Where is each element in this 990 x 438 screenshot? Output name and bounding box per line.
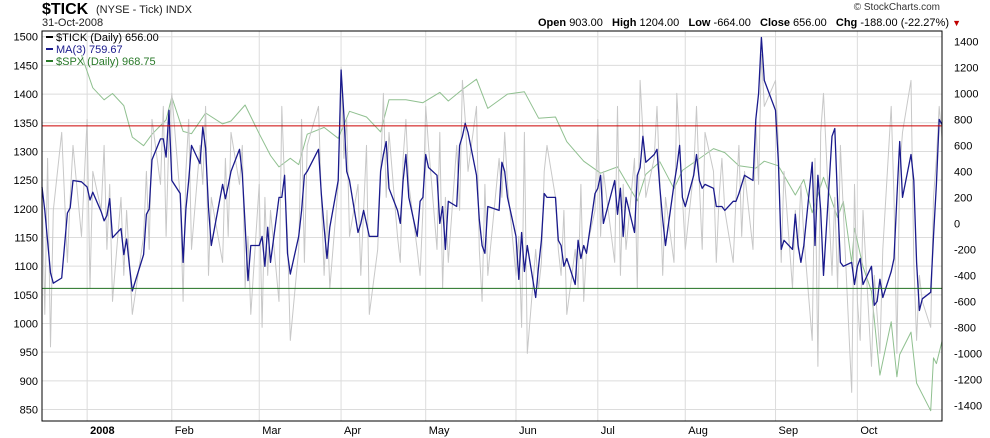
plot-border [41, 30, 943, 422]
left-axis-tick-label: 1150 [14, 232, 38, 244]
left-axis-tick-label: 1200 [14, 204, 38, 216]
right-axis-tick-label: 1400 [954, 36, 978, 48]
left-axis-tick-label: 1450 [14, 60, 38, 72]
x-axis-tick-label: Aug [688, 425, 708, 437]
x-axis-tick-label: 2008 [90, 425, 114, 437]
high-label: High [612, 17, 637, 29]
open-value: 903.00 [569, 17, 603, 29]
chart-date: 31-Oct-2008 [42, 17, 104, 29]
left-axis-tick-label: 1000 [14, 319, 38, 331]
chg-label: Chg [835, 17, 858, 29]
right-axis-tick-label: -1400 [954, 400, 982, 412]
left-axis-tick-label: 850 [20, 405, 38, 417]
left-axis-tick-label: 1250 [14, 175, 38, 187]
symbol-name: (NYSE - Tick) INDX [96, 4, 192, 16]
left-axis-tick-label: 1400 [14, 89, 38, 101]
right-axis-tick-label: 800 [954, 114, 972, 126]
legend-entry: $TICK (Daily) 656.00 [56, 32, 159, 44]
right-axis-tick-label: -400 [954, 270, 976, 282]
right-axis-tick-label: 0 [954, 218, 960, 230]
symbol-title: $TICK [42, 1, 89, 18]
low-value: -664.00 [713, 17, 751, 29]
x-axis-tick-label: Jul [601, 425, 615, 437]
ma3-line [41, 36, 943, 312]
legend-entry: MA(3) 759.67 [56, 44, 123, 56]
right-axis-tick-label: -1200 [954, 374, 982, 386]
plot-area [42, 31, 942, 421]
left-axis-tick-label: 1100 [14, 261, 38, 273]
close-label: Close [760, 17, 790, 29]
down-arrow-icon: ▼ [952, 18, 961, 28]
right-axis-tick-label: 400 [954, 166, 972, 178]
close-value: 656.00 [793, 17, 827, 29]
x-axis-tick-label: Jun [519, 425, 537, 437]
x-axis-tick-label: Oct [860, 425, 877, 437]
left-axis-tick-label: 900 [20, 376, 38, 388]
left-axis-tick-label: 1350 [14, 118, 38, 130]
chart-header: $TICK (NYSE - Tick) INDX 31-Oct-2008 © S… [0, 0, 990, 32]
legend-entry: $SPX (Daily) 968.75 [56, 56, 156, 68]
right-axis-tick-label: -200 [954, 244, 976, 256]
right-axis-tick-label: 200 [954, 192, 972, 204]
right-axis-tick-label: 600 [954, 140, 972, 152]
left-axis-tick-label: 1500 [14, 32, 38, 44]
x-axis-tick-label: May [429, 425, 450, 437]
x-axis-tick-label: Sep [779, 425, 799, 437]
low-label: Low [688, 17, 711, 29]
index-name: (NYSE - Tick) [96, 4, 163, 16]
right-axis-tick-label: -800 [954, 322, 976, 334]
open-label: Open [538, 17, 567, 29]
chg-value: -188.00 (-22.27%) [860, 17, 949, 29]
exchange-label: INDX [165, 4, 192, 16]
x-axis-tick-label: Feb [175, 425, 194, 437]
right-axis-tick-label: 1200 [954, 62, 978, 74]
left-axis-tick-label: 1050 [14, 290, 38, 302]
left-axis-tick-label: 1300 [14, 146, 38, 158]
x-axis-tick-label: Apr [344, 425, 361, 437]
right-axis-tick-label: -1000 [954, 348, 982, 360]
brand-watermark: © StockCharts.com [853, 2, 940, 13]
right-axis-tick-label: -600 [954, 296, 976, 308]
x-axis-tick-label: Mar [262, 425, 281, 437]
right-axis-tick-label: 1000 [954, 88, 978, 100]
left-axis-tick-label: 950 [20, 347, 38, 359]
quote-summary: Open 903.00 High 1204.00 Low -664.00 Clo… [538, 17, 961, 29]
high-value: 1204.00 [639, 17, 680, 29]
